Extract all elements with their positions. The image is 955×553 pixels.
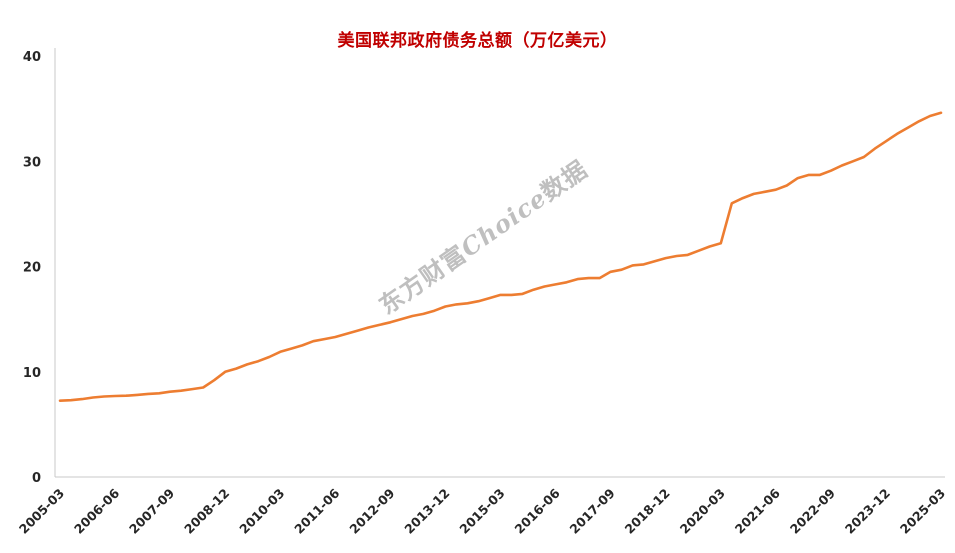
- x-axis-tick-label: 2023-12: [842, 486, 893, 537]
- debt-line: [58, 111, 943, 403]
- x-axis-tick-label: 2008-12: [181, 486, 232, 537]
- y-axis-tick-label: 20: [23, 261, 41, 276]
- chart-title: 美国联邦政府债务总额（万亿美元）: [337, 31, 618, 51]
- x-axis-tick-label: 2015-03: [456, 486, 507, 537]
- x-axis-tick-label: 2020-03: [677, 486, 728, 537]
- x-axis-tick-label: 2005-03: [16, 486, 67, 537]
- y-axis-tick-label: 0: [32, 471, 41, 486]
- x-axis-tick-label: 2017-09: [567, 486, 618, 537]
- x-axis-tick-label: 2011-06: [291, 485, 342, 536]
- x-axis-tick-label: 2021-06: [732, 485, 783, 536]
- x-axis-tick-label: 2016-06: [512, 485, 563, 536]
- y-axis-tick-label: 40: [23, 50, 41, 65]
- x-axis-tick-label: 2018-12: [622, 486, 673, 537]
- x-axis-tick-label: 2013-12: [401, 486, 452, 537]
- x-axis-tick-label: 2007-09: [126, 486, 177, 537]
- x-axis-tick-label: 2010-03: [236, 486, 287, 537]
- x-axis-tick-label: 2022-09: [787, 486, 838, 537]
- x-axis-tick-label: 2006-06: [71, 485, 122, 536]
- y-axis-tick-label: 30: [23, 155, 41, 170]
- x-axis-tick-label: 2025-03: [897, 486, 948, 537]
- y-axis-tick-label: 10: [23, 366, 41, 381]
- x-axis-tick-label: 2012-09: [346, 486, 397, 537]
